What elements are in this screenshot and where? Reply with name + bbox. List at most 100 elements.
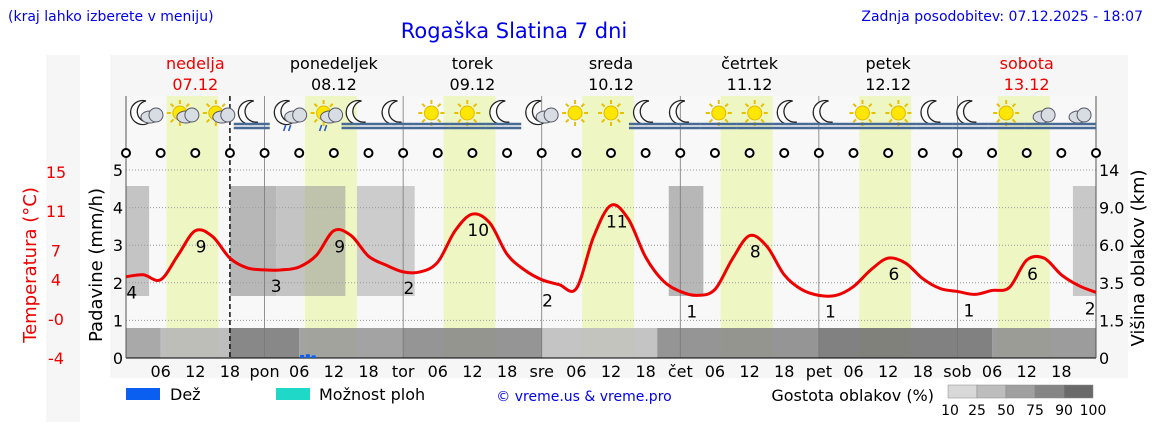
wind-marker xyxy=(1091,148,1101,158)
temp-axis-panel xyxy=(46,55,80,422)
temp-tick-label: 7 xyxy=(51,241,61,260)
sun-ray xyxy=(437,103,442,108)
cloud-fog-icon xyxy=(1060,107,1097,130)
low-cloud-cover-4 xyxy=(403,328,542,358)
moon-shape xyxy=(525,99,546,126)
wind-marker xyxy=(952,148,963,158)
x-tick-label: sob xyxy=(943,362,971,381)
temperature-label: 11 xyxy=(606,212,628,232)
sun-fog-icon xyxy=(880,100,917,130)
temp-tick-label: 4 xyxy=(51,271,61,290)
sun-fog-icon xyxy=(736,100,773,130)
showers-legend-label: Možnost ploh xyxy=(319,385,425,404)
temperature-label: 2 xyxy=(1085,299,1096,319)
sun-ray xyxy=(760,103,765,108)
sun-ray xyxy=(616,103,621,108)
cloud-fog-icon xyxy=(1024,107,1061,130)
day-name-1: ponedeljek xyxy=(290,54,379,73)
precip-tick-label: 4 xyxy=(113,199,123,218)
wind-marker xyxy=(121,148,131,158)
sun-ray xyxy=(421,103,426,108)
cloud-shape xyxy=(1076,107,1092,123)
rain-drop xyxy=(282,124,287,132)
sun-ray xyxy=(437,118,442,123)
cloud-shape xyxy=(148,107,164,123)
sun-ray xyxy=(185,103,190,108)
x-tick-label: sre xyxy=(530,362,554,381)
day-date-5: 12.12 xyxy=(865,75,911,94)
sun-shape xyxy=(998,105,1014,121)
temp-tick-label: -4 xyxy=(48,349,64,368)
sun-ray xyxy=(580,118,585,123)
daylight-band-0 xyxy=(166,96,219,358)
x-tick-label: 18 xyxy=(635,362,655,381)
showers-legend-swatch xyxy=(276,388,310,400)
sun-ray xyxy=(329,103,334,108)
wind-marker xyxy=(779,148,790,158)
x-tick-label: 18 xyxy=(497,362,517,381)
wind-marker xyxy=(675,148,686,158)
wind-marker xyxy=(224,148,235,158)
rain-bar xyxy=(300,354,305,358)
high-cloud-cover-1 xyxy=(229,186,277,296)
sun-ray xyxy=(744,118,750,123)
x-tick-label: 06 xyxy=(566,362,586,381)
x-tick-label: pet xyxy=(806,362,832,381)
day-name-6: sobota xyxy=(1000,54,1054,73)
day-date-0: 07.12 xyxy=(172,75,218,94)
moon-fog-icon xyxy=(377,99,414,130)
wind-marker xyxy=(571,148,582,158)
sun-shape xyxy=(890,105,906,121)
moon-fog-icon xyxy=(664,99,701,130)
precip-tick-label: 1 xyxy=(113,311,123,330)
sun-cloud-icon xyxy=(202,100,236,126)
cloud-height-tick-label: 3.5 xyxy=(1099,274,1124,293)
daylight-band-6 xyxy=(997,96,1050,358)
cloud-shape xyxy=(1040,107,1056,123)
cloud-density-swatch xyxy=(1063,384,1094,399)
wind-marker xyxy=(328,148,339,158)
day-name-0: nedelja xyxy=(166,54,225,73)
wind-marker xyxy=(987,148,998,158)
cloud-density-level: 10 xyxy=(941,403,959,419)
daylight-band-4 xyxy=(720,96,773,358)
x-tick-label: čet xyxy=(668,362,693,381)
wind-marker xyxy=(190,148,201,158)
temperature-label: 1 xyxy=(964,301,975,321)
rain-legend-swatch xyxy=(126,388,160,400)
rain-drop xyxy=(323,124,328,132)
location-hint[interactable]: (kraj lahko izberete v meniju) xyxy=(8,9,214,25)
temperature-line xyxy=(125,203,1097,298)
sun-ray xyxy=(868,118,873,123)
x-tick-label: 12 xyxy=(324,362,344,381)
cloud-density-label: Gostota oblakov (%) xyxy=(771,386,934,405)
temperature-label: 2 xyxy=(404,279,415,299)
credit-link[interactable]: © vreme.us & vreme.pro xyxy=(496,389,671,405)
moon-fog-icon xyxy=(628,99,665,130)
low-cloud-cover-3 xyxy=(299,328,404,358)
day-date-3: 10.12 xyxy=(588,75,634,94)
temperature-label: 6 xyxy=(889,265,900,285)
temp-tick-label: 15 xyxy=(46,163,66,182)
high-cloud-cover-2 xyxy=(276,186,346,296)
sun-ray xyxy=(996,118,1001,123)
moon-fog-icon xyxy=(485,99,522,130)
cloud-density-swatch xyxy=(1005,384,1036,399)
sun-ray xyxy=(996,103,1001,108)
high-cloud-cover-5 xyxy=(1072,186,1096,296)
wind-marker xyxy=(1056,148,1067,158)
cloud-height-tick-label: 1.5 xyxy=(1099,311,1124,330)
wind-marker xyxy=(606,148,616,158)
x-tick-label: 18 xyxy=(220,362,240,381)
x-tick-label: 12 xyxy=(185,362,205,381)
temp-tick-label: -0 xyxy=(48,310,64,329)
sun-fog-icon xyxy=(449,100,486,130)
precip-tick-label: 5 xyxy=(113,161,123,180)
sun-ray xyxy=(852,103,857,108)
sun-ray xyxy=(724,103,729,108)
moon-fog-icon xyxy=(233,99,270,130)
sun-ray xyxy=(904,118,909,123)
wind-marker xyxy=(917,148,928,158)
sun-ray xyxy=(708,103,714,108)
sun-ray xyxy=(457,118,462,123)
